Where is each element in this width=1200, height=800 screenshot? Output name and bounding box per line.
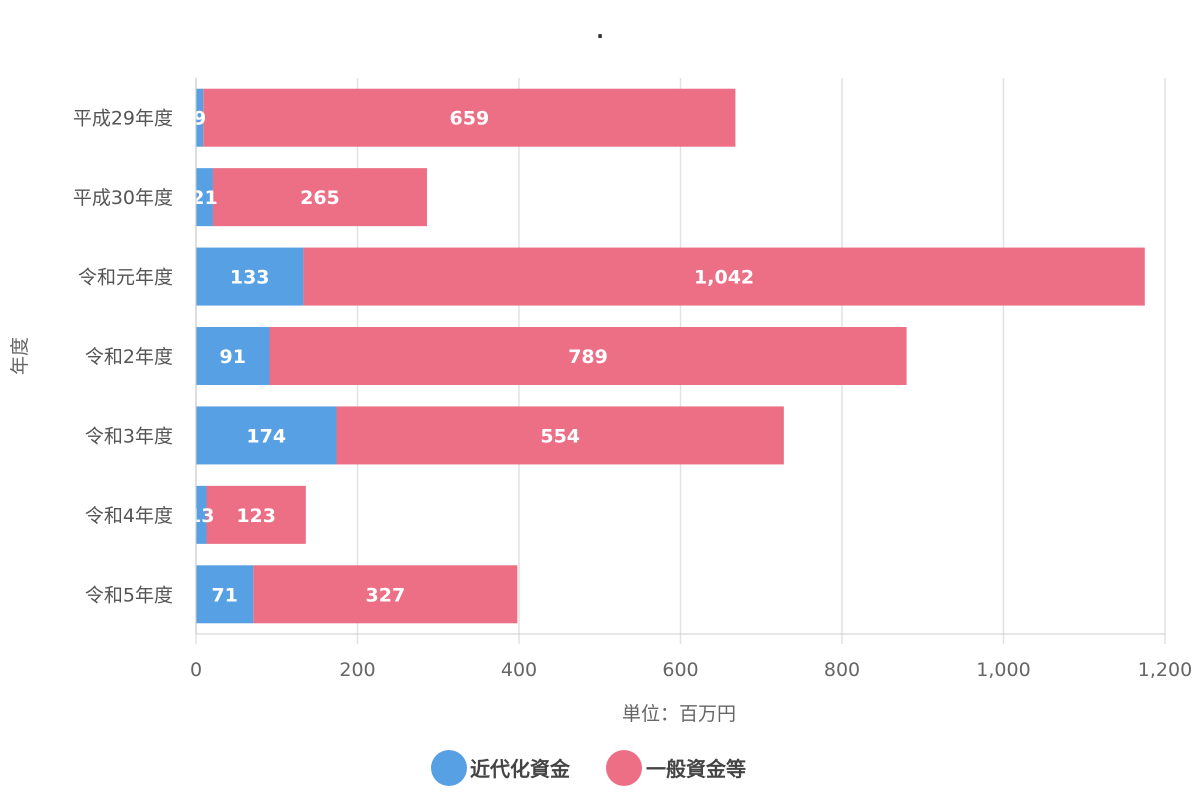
- bar-value-label: 133: [230, 267, 270, 289]
- value-labels: 9 659 21 265 133 1,042 91 789 174 554 13 123 71 327: [188, 108, 754, 607]
- bar-segment-series2[interactable]: [206, 485, 306, 544]
- legend-item[interactable]: 近代化資金: [431, 750, 571, 786]
- x-tick-label: 600: [662, 659, 698, 681]
- bar-segment-series1[interactable]: [196, 327, 270, 385]
- y-category-label: 令和元年度: [78, 267, 173, 289]
- legend[interactable]: 近代化資金 一般資金等: [431, 750, 746, 786]
- x-tick-label: 1,200: [1138, 659, 1192, 681]
- y-category-label: 平成29年度: [73, 108, 173, 130]
- bar-segment-series2[interactable]: [212, 168, 427, 227]
- bar-value-label: 21: [191, 187, 217, 209]
- y-category-label: 令和3年度: [85, 425, 173, 447]
- x-tick-label: 800: [824, 659, 860, 681]
- legend-marker-icon: [431, 750, 467, 786]
- bar-value-label: 789: [568, 346, 608, 368]
- bar-segment-series2[interactable]: [253, 565, 518, 624]
- x-tick-label: 400: [501, 659, 537, 681]
- bar-segment-series2[interactable]: [269, 327, 907, 385]
- legend-marker-icon: [606, 750, 642, 786]
- bar-value-label: 174: [246, 425, 286, 447]
- y-category-label: 平成30年度: [73, 187, 173, 209]
- x-tick-label: 200: [339, 659, 375, 681]
- bar-value-label: 13: [188, 505, 214, 527]
- bar-value-label: 91: [220, 346, 246, 368]
- x-axis-title: 単位：百万円: [622, 703, 736, 725]
- x-tick-label: 0: [190, 659, 202, 681]
- chart-title: .: [596, 19, 604, 43]
- bar-value-label: 71: [211, 584, 237, 606]
- y-category-label: 令和2年度: [85, 346, 173, 368]
- bar-value-label: 123: [236, 505, 276, 527]
- bar-value-label: 327: [366, 584, 406, 606]
- legend-label: 近代化資金: [470, 757, 571, 781]
- y-category-label: 令和4年度: [85, 505, 173, 527]
- bar-segment-series1[interactable]: [196, 485, 207, 544]
- bar-segment-series2[interactable]: [203, 88, 736, 147]
- bar-value-label: 265: [300, 187, 340, 209]
- bar-value-label: 9: [193, 108, 206, 130]
- legend-label: 一般資金等: [646, 757, 746, 781]
- legend-item[interactable]: 一般資金等: [606, 750, 746, 786]
- bar-segment-series1[interactable]: [196, 406, 337, 465]
- x-axis: 0 200 400 600 800 1,000 1,200: [190, 633, 1192, 681]
- bar-value-label: 554: [540, 425, 580, 447]
- bar-value-label: 1,042: [694, 267, 754, 289]
- bar-segment-series1[interactable]: [196, 247, 304, 306]
- bar-value-label: 659: [450, 108, 490, 130]
- bar-segment-series2[interactable]: [336, 406, 784, 465]
- bars: [196, 88, 1145, 624]
- bar-segment-series1[interactable]: [196, 168, 213, 227]
- bar-segment-series1[interactable]: [196, 88, 204, 147]
- bar-segment-series2[interactable]: [303, 247, 1145, 306]
- x-tick-label: 1,000: [976, 659, 1030, 681]
- y-axis-title: 年度: [9, 337, 31, 375]
- bar-segment-series1[interactable]: [196, 565, 254, 624]
- y-category-label: 令和5年度: [85, 584, 173, 606]
